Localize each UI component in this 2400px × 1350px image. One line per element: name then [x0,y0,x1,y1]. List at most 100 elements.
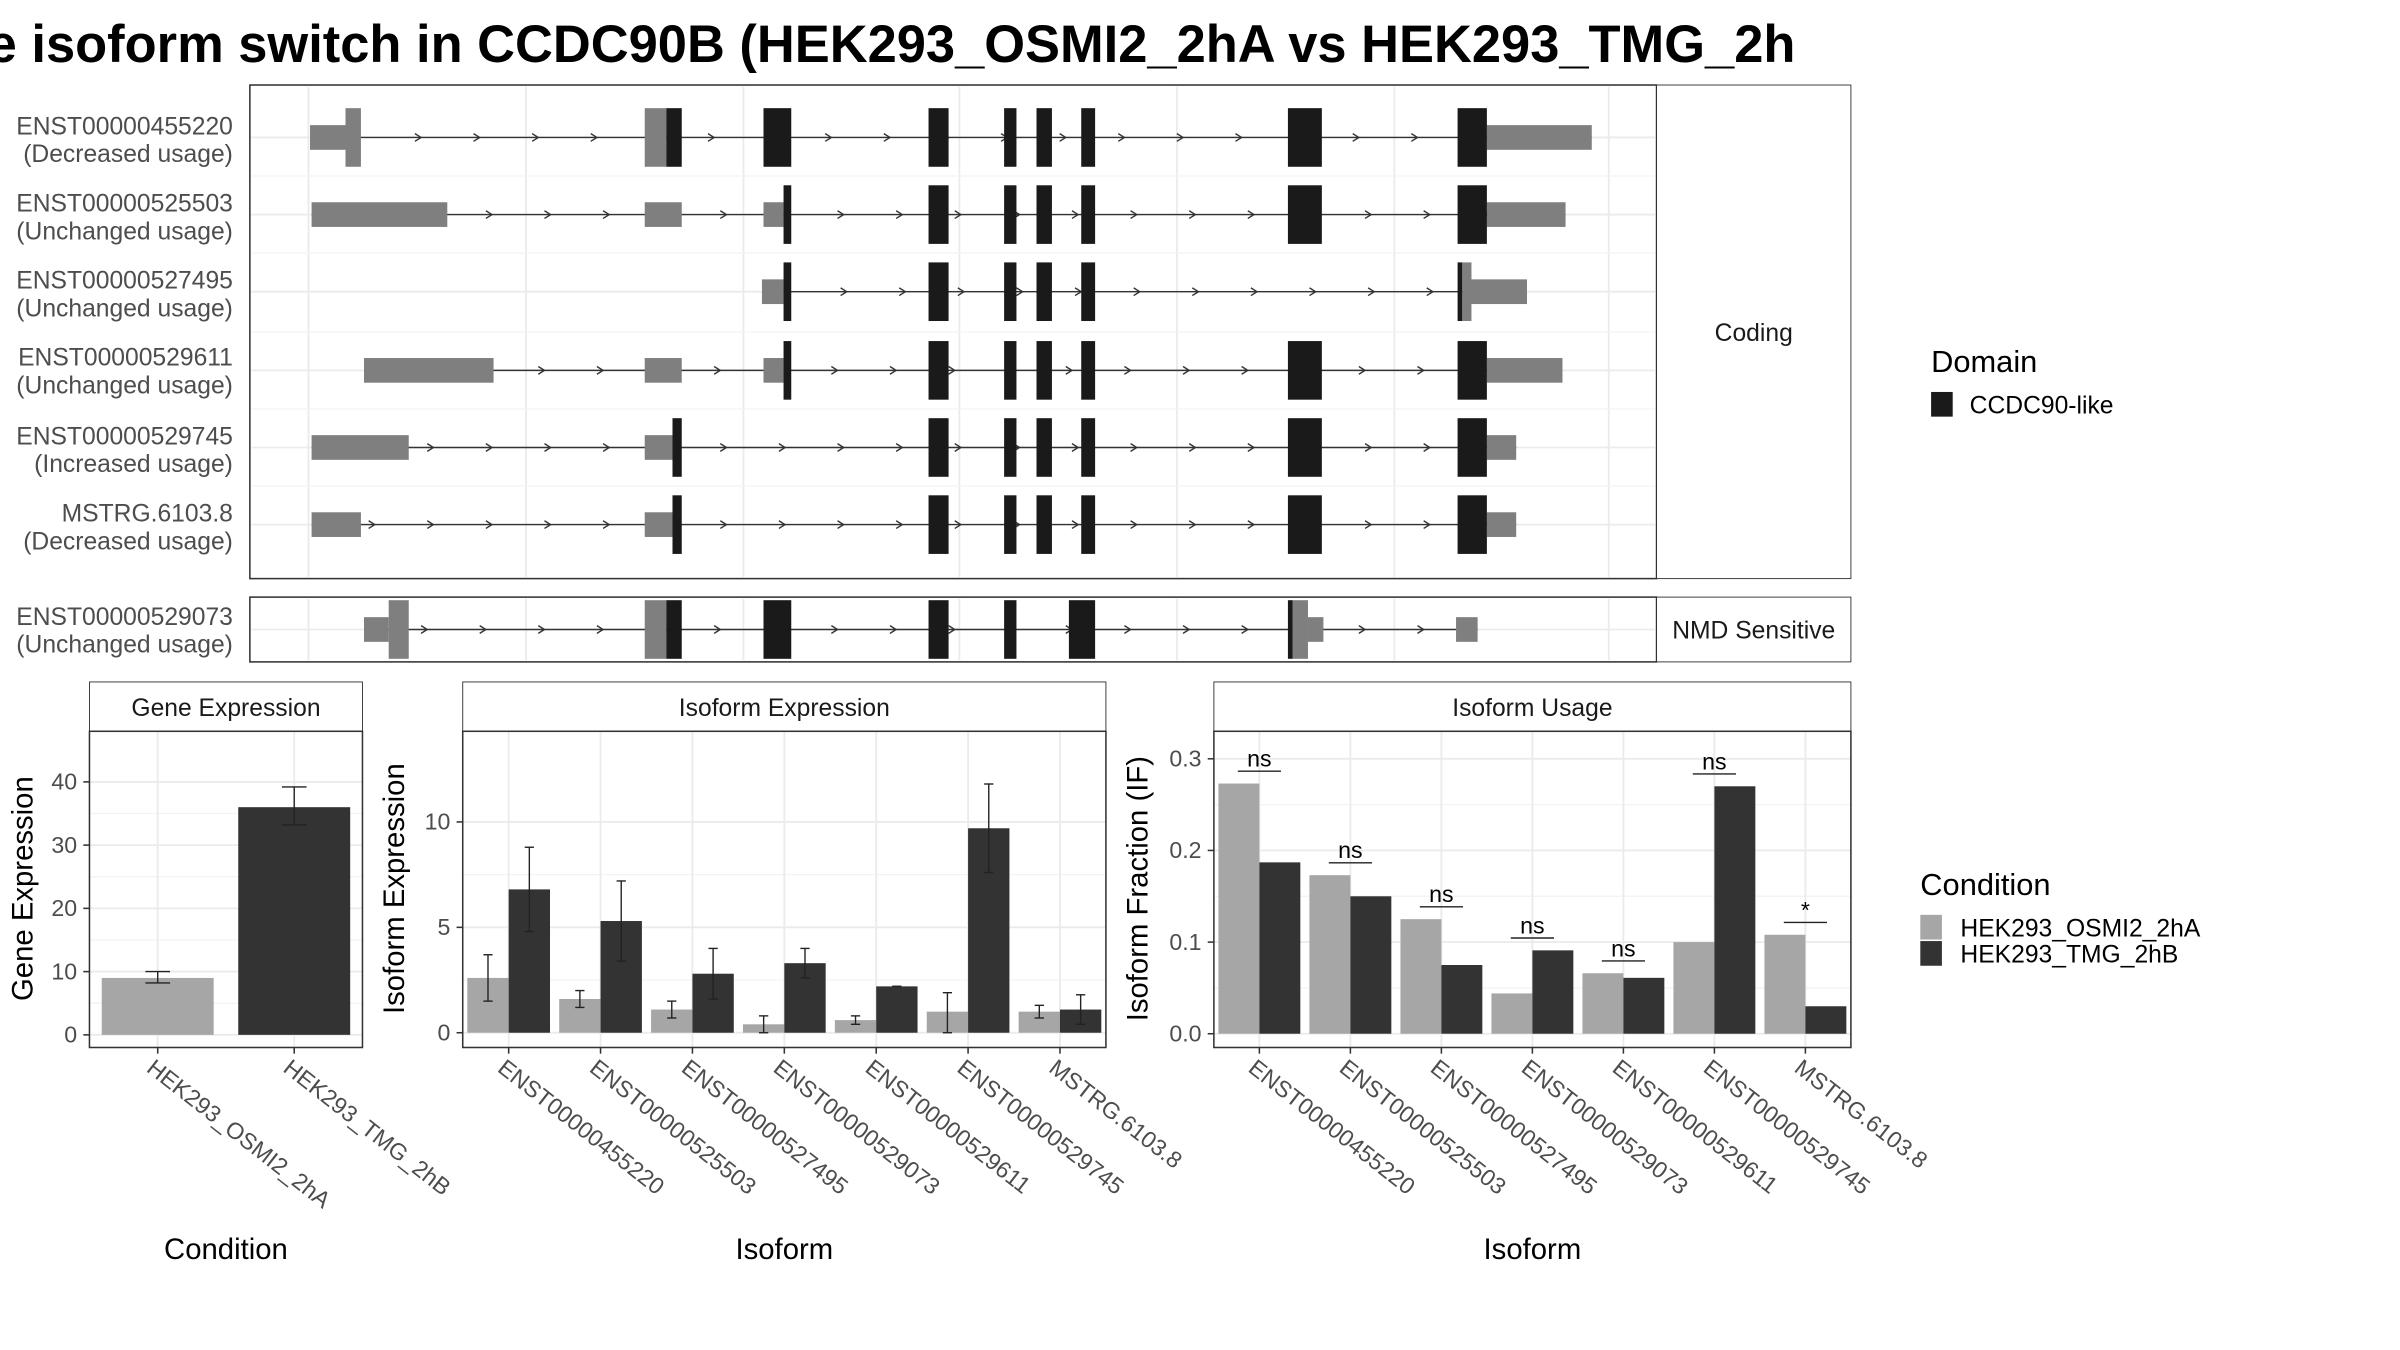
transcript-label-id: ENST00000529073 [16,604,233,631]
bar [238,807,351,1035]
x-tick-label: ENST00000529611 [1608,1054,1783,1199]
utr-exon [1462,262,1472,322]
intron-arrow [1133,287,1142,297]
utr-exon [644,600,667,659]
intron-arrow [1124,365,1132,375]
intron-arrow [883,133,892,142]
intron-arrow [830,625,839,634]
y-tick-label: 0 [64,1022,77,1048]
intron-arrow [1059,133,1068,142]
chart-title: Gene Expression [131,695,320,722]
utr-exon [1486,202,1566,227]
intron-arrow [778,520,787,530]
x-tick-label: ENST00000529745 [953,1054,1129,1200]
significance-label: ns [1611,935,1635,961]
utr-exon [763,358,784,383]
transcript-models [310,108,1592,659]
ccdc90-domain-exon [1081,418,1096,477]
chart-strip [88,681,363,732]
condition-legend: Condition HEK293_OSMI2_2hA HEK293_TMG_2h… [1920,867,2201,969]
intron-arrow [1364,210,1373,220]
ccdc90-domain-exon [763,108,792,167]
ccdc90-domain-exon [666,108,682,167]
intron-arrow [895,520,904,530]
intron-arrow [895,443,904,452]
ccdc90-domain-exon [666,600,682,659]
transcript-model [364,600,1478,659]
transcript-model [310,108,1592,167]
ccdc90-domain-exon [928,262,949,322]
ccdc90-domain-exon [928,418,949,477]
x-tick-label: ENST00000455220 [1244,1054,1420,1200]
ccdc90-domain-exon [1004,495,1017,554]
x-tick-label: ENST00000529611 [861,1054,1036,1199]
intron-arrow [1241,625,1250,634]
intron-arrow [473,133,482,142]
bar [1400,919,1442,1034]
bar [1673,942,1715,1034]
chart-x-axis-title: Condition [164,1233,288,1266]
x-tick-label: ENST00000529073 [1517,1054,1693,1200]
intron-arrow [368,520,377,530]
intron-arrow [1364,443,1373,452]
utr-exon [1486,512,1517,537]
intron-arrow [1130,520,1139,530]
intron-arrow [1191,287,1200,297]
intron-arrow [1358,365,1367,375]
intron-arrow [889,365,898,375]
ccdc90-domain-exon [1036,341,1052,400]
utr-exon [1486,125,1592,150]
ccdc90-domain-exon [783,185,792,244]
transcript-label-usage: (Decreased usage) [23,528,233,555]
chart-x-axis-title: Isoform [735,1233,833,1266]
bar [876,986,918,1033]
intron-arrow [1247,443,1256,452]
significance-label: ns [1338,837,1362,863]
intron-arrow [1130,210,1139,220]
condition-legend-key-2 [1920,941,1942,966]
bar [1218,783,1260,1034]
ccdc90-domain-exon [1287,341,1322,400]
bar [1259,862,1301,1034]
intron-arrow [426,520,435,530]
intron-arrow [1241,365,1250,375]
utr-exon [1292,600,1308,659]
chart-title: Isoform Usage [1452,695,1612,722]
ccdc90-domain-exon [1004,418,1017,477]
ccdc90-domain-exon [1004,185,1017,244]
intron-arrow [954,210,963,220]
ccdc90-domain-exon [1457,262,1463,322]
transcript-label-usage: (Increased usage) [34,451,233,478]
transcript-label-id: ENST00000527495 [16,268,233,295]
ccdc90-domain-exon [1287,495,1322,554]
x-tick-label: ENST00000529073 [769,1054,945,1200]
intron-arrow [1417,365,1425,375]
intron-arrow [713,625,722,634]
intron-arrow [544,210,552,220]
chart-y-axis-title: Isoform Expression [378,763,411,1014]
transcript-model [364,341,1563,400]
intron-arrow [837,520,846,530]
bar [1309,875,1351,1034]
transcript-label-id: ENST00000525503 [16,191,233,218]
intron-arrow [778,443,787,452]
chart-strip [1213,681,1852,732]
intron-arrow [840,287,849,297]
intron-arrow [537,365,546,375]
isoform-usage-chart: Isoform Usage ns ns ns ns ns ns * Isoform Frac… [1122,681,1933,1266]
intron-arrow [837,210,846,220]
bar [1623,977,1665,1034]
isoform-expression-chart: Isoform Expression Isoform Expression Is… [378,681,1187,1266]
ccdc90-domain-exon [672,418,682,477]
chart-y-axis-title: Gene Expression [6,776,39,1001]
ccdc90-domain-exon [1004,262,1017,322]
domain-legend-label: CCDC90-like [1970,393,2114,420]
utr-exon [644,108,667,167]
utr-exon [644,435,673,460]
chart-strip [462,681,1107,732]
intron-arrow [602,443,611,452]
ccdc90-domain-exon [1457,495,1487,554]
intron-arrow [1417,625,1425,634]
intron-arrow [719,520,728,530]
intron-arrow [596,625,605,634]
